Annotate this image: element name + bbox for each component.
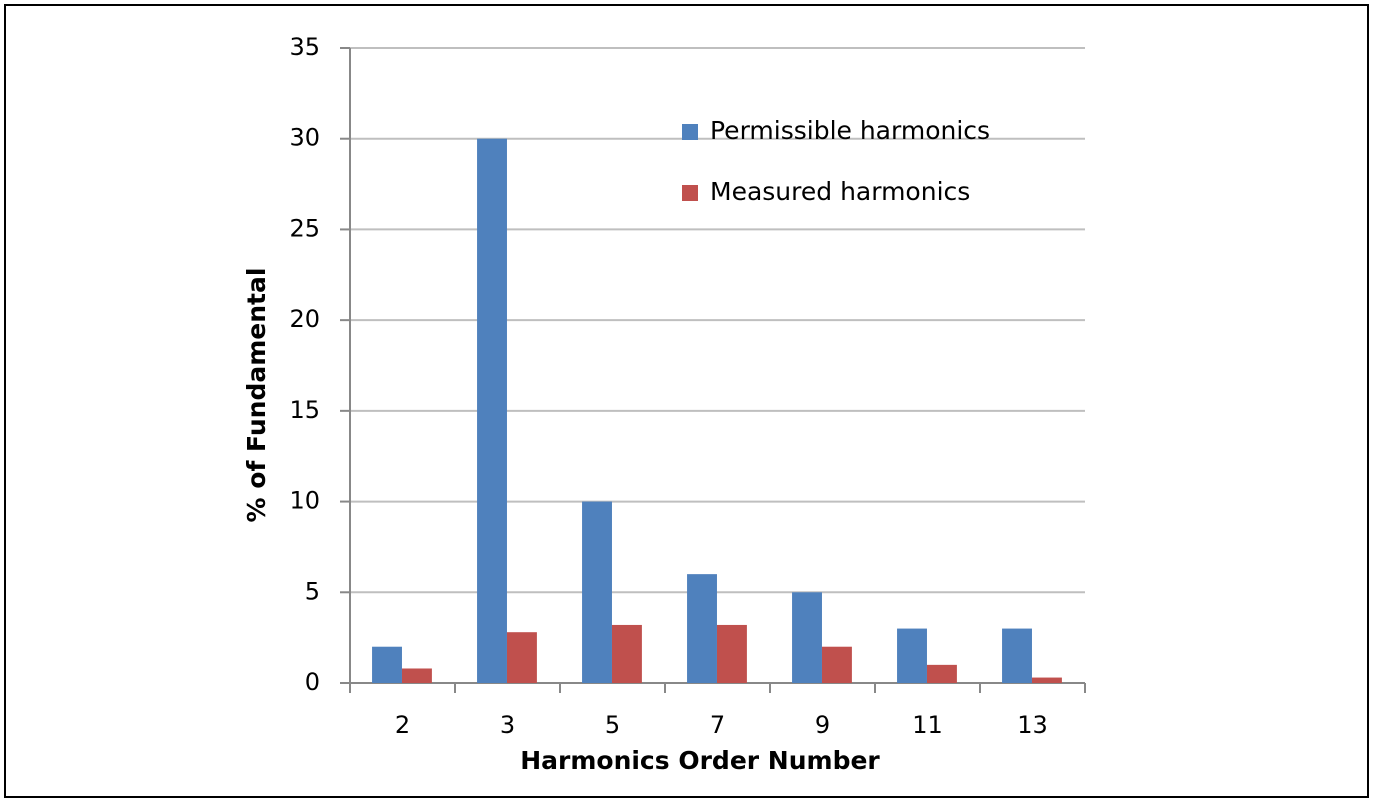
bar bbox=[582, 501, 612, 683]
y-tick-label: 20 bbox=[289, 305, 320, 333]
x-tick-label: 5 bbox=[605, 711, 620, 739]
bar bbox=[477, 138, 507, 683]
bar bbox=[1002, 628, 1032, 683]
bar bbox=[897, 628, 927, 683]
bar bbox=[821, 646, 852, 683]
x-tick-label: 13 bbox=[1017, 711, 1048, 739]
y-tick-label: 0 bbox=[305, 668, 320, 696]
bar bbox=[611, 624, 642, 683]
legend-label: Permissible harmonics bbox=[710, 116, 990, 145]
bar bbox=[792, 592, 822, 683]
bar bbox=[926, 664, 957, 683]
bar bbox=[506, 632, 537, 683]
y-tick-label: 35 bbox=[289, 33, 320, 61]
bar bbox=[401, 668, 432, 683]
legend-swatch bbox=[682, 124, 698, 140]
bar bbox=[1031, 677, 1062, 683]
x-tick-label: 7 bbox=[710, 711, 725, 739]
bar bbox=[687, 574, 717, 683]
x-tick-label: 2 bbox=[395, 711, 410, 739]
bar bbox=[372, 646, 402, 683]
x-tick-label: 3 bbox=[500, 711, 515, 739]
x-axis-title: Harmonics Order Number bbox=[520, 746, 880, 775]
y-tick-label: 15 bbox=[289, 396, 320, 424]
y-tick-label: 30 bbox=[289, 124, 320, 152]
x-tick-label: 9 bbox=[815, 711, 830, 739]
y-tick-label: 25 bbox=[289, 214, 320, 242]
bar bbox=[716, 624, 747, 683]
y-tick-label: 5 bbox=[305, 577, 320, 605]
legend-label: Measured harmonics bbox=[710, 177, 970, 206]
frame bbox=[4, 4, 1369, 798]
y-axis-title: % of Fundamental bbox=[242, 268, 271, 523]
x-tick-label: 11 bbox=[912, 711, 943, 739]
legend-swatch bbox=[682, 185, 698, 201]
y-tick-label: 10 bbox=[289, 487, 320, 515]
